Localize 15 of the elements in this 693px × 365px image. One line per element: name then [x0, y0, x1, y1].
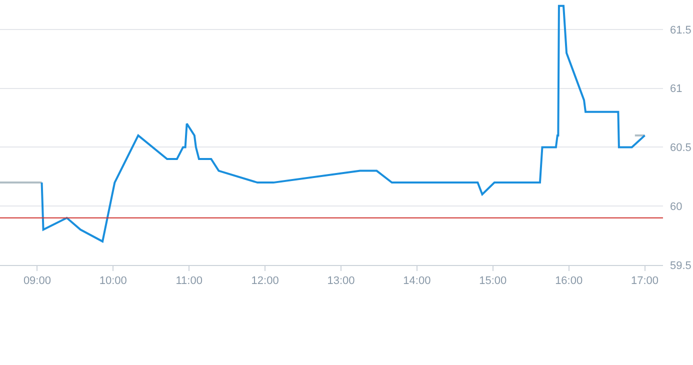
y-tick-label: 60: [670, 200, 682, 213]
x-tick-label: 17:00: [631, 275, 659, 288]
x-tick-label: 13:00: [327, 275, 355, 288]
line-series: [40, 4, 646, 242]
x-tick-label: 11:00: [176, 275, 202, 288]
x-tick-label: 14:00: [403, 275, 431, 288]
y-tick-label: 61.5: [670, 24, 692, 36]
x-tick-label: 10:00: [99, 275, 127, 288]
y-tick-label: 59.5: [670, 260, 692, 272]
x-tick-label: 09:00: [23, 275, 51, 288]
x-tick-label: 12:00: [251, 275, 279, 288]
x-tick-label: 15:00: [479, 275, 507, 288]
x-tick-label: 16:00: [555, 275, 583, 288]
y-tick-label: 61: [670, 83, 682, 96]
y-tick-label: 60.5: [670, 142, 692, 154]
